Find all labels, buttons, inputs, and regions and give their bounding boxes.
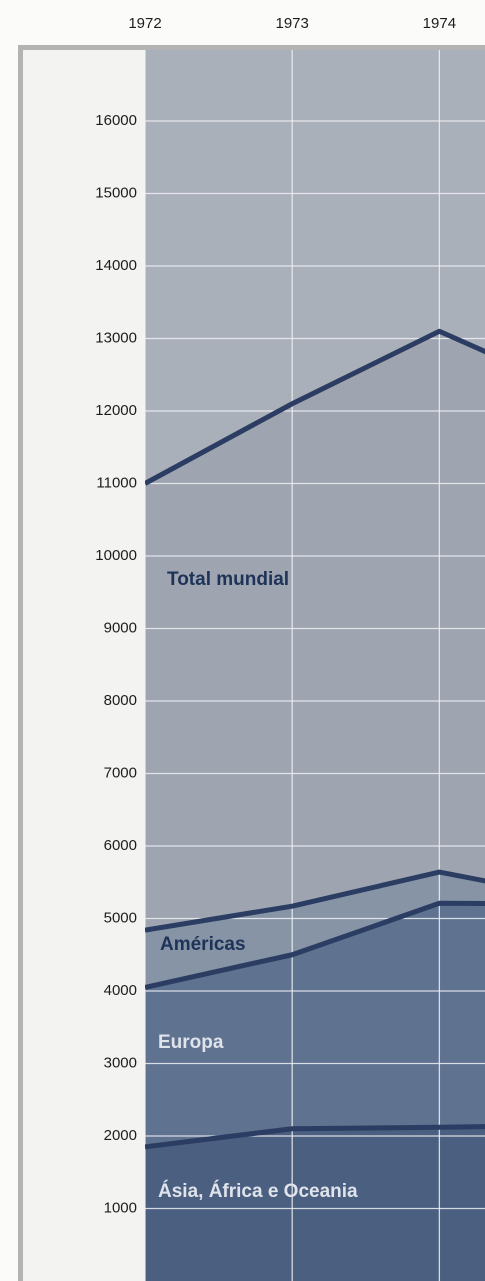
y-tick-label: 6000 (104, 837, 137, 854)
line (145, 1124, 485, 1150)
area (145, 903, 485, 1147)
x-tick-label: 1974 (423, 15, 456, 32)
x-tick-label: 1972 (128, 15, 161, 32)
series-label: Total mundial (167, 569, 289, 590)
y-tick-label: 1000 (104, 1199, 137, 1216)
axis-panel (23, 50, 145, 1281)
y-tick-label: 13000 (95, 329, 137, 346)
y-tick-label: 14000 (95, 257, 137, 274)
y-tick-label: 11000 (96, 474, 137, 491)
series-label: Américas (160, 934, 246, 955)
y-tick-label: 5000 (104, 909, 137, 926)
y-tick-label: 2000 (104, 1127, 137, 1144)
y-tick-label: 7000 (104, 764, 137, 781)
area (145, 1126, 485, 1281)
series-label: Ásia, África e Oceania (158, 1180, 358, 1202)
line (145, 328, 485, 486)
series-label: Europa (158, 1032, 224, 1053)
y-tick-label: 10000 (95, 547, 137, 564)
y-tick-label: 12000 (95, 402, 137, 419)
y-tick-label: 9000 (104, 619, 137, 636)
y-tick-label: 4000 (104, 982, 137, 999)
area (145, 872, 485, 988)
x-tick-label: 1973 (275, 15, 308, 32)
y-tick-label: 16000 (95, 112, 137, 129)
line (145, 900, 485, 990)
y-tick-label: 3000 (104, 1054, 137, 1071)
line (145, 869, 485, 933)
y-tick-label: 8000 (104, 692, 137, 709)
y-tick-label: 15000 (95, 184, 137, 201)
